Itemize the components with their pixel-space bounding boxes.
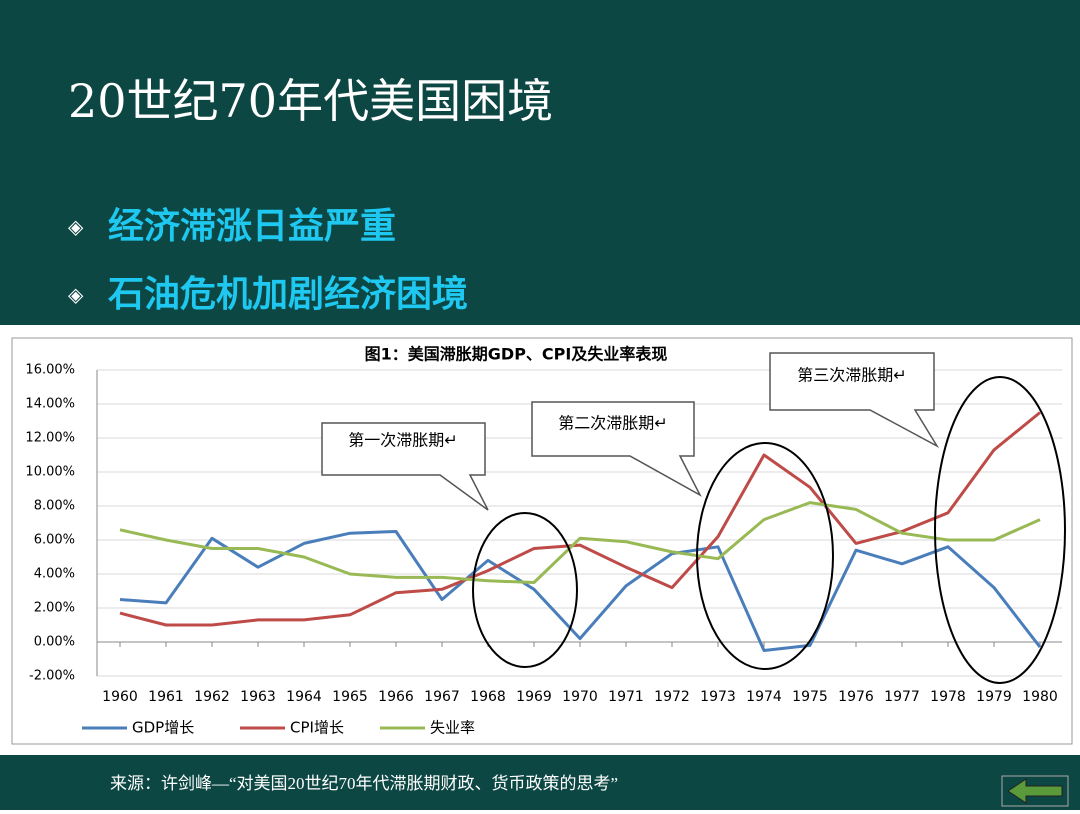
ellipses (472, 376, 1066, 684)
source: 来源：许剑峰—“对美国20世纪70年代滞胀期财政、货币政策的思考” (110, 774, 618, 793)
x-tick-label: 1968 (470, 689, 506, 705)
x-tick-label: 1966 (378, 689, 414, 705)
x-tick-label: 1964 (286, 689, 322, 705)
highlight-ellipse (696, 442, 834, 670)
y-tick-label: 2.00% (34, 601, 75, 616)
annotation: 第二次滞胀期↵ (558, 414, 667, 433)
chart-frame (11, 337, 1073, 745)
x-tick-label: 1972 (654, 689, 690, 705)
chart-title: 图1：美国滞胀期GDP、CPI及失业率表现 (365, 345, 668, 364)
legend-label: 失业率 (430, 719, 475, 737)
series-line (119, 530, 1042, 652)
back-button[interactable] (1001, 775, 1069, 807)
x-tick-label: 1970 (562, 689, 598, 705)
y-tick-label: 12.00% (25, 431, 75, 446)
annotation: 第三次滞胀期↵ (797, 366, 906, 385)
bullet-icon: ◈ (68, 283, 84, 307)
callout-box (531, 401, 702, 497)
y-tick-label: -2.00% (29, 669, 75, 684)
x-tick-label: 1976 (838, 689, 874, 705)
y-tick-label: 14.00% (25, 397, 75, 412)
y-tick-label: 0.00% (34, 635, 75, 650)
slide-title: 20世纪70年代美国困境 (68, 74, 553, 128)
x-tick-label: 1977 (884, 689, 920, 705)
x-tick-label: 1969 (516, 689, 552, 705)
x-tick-label: 1974 (746, 689, 782, 705)
x-tick-label: 1973 (700, 689, 736, 705)
x-tick-label: 1962 (194, 689, 230, 705)
x-tick-label: 1979 (976, 689, 1012, 705)
x-tick-label: 1980 (1022, 689, 1058, 705)
x-tick-label: 1975 (792, 689, 828, 705)
highlight-ellipse (472, 512, 578, 668)
callout-box (321, 422, 489, 511)
x-tick-label: 1961 (148, 689, 184, 705)
x-tick-label: 1967 (424, 689, 460, 705)
x-tick-label: 1978 (930, 689, 966, 705)
x-tick-label: 1965 (332, 689, 368, 705)
y-tick-label: 4.00% (34, 567, 75, 582)
plot: -2.00% 0.00% 2.00% 4.00% 6.00% 8.00% 10.00% 12.… (25, 363, 1062, 737)
bullet-icon: ◈ (68, 215, 84, 239)
y-tick-label: 8.00% (34, 499, 75, 514)
x-tick-label: 1960 (102, 689, 138, 705)
bullet: 经济滞涨日益严重 (108, 206, 396, 247)
legend-label: GDP增长 (132, 719, 194, 737)
x-tick-label: 1963 (240, 689, 276, 705)
x-tick-label: 1971 (608, 689, 644, 705)
y-tick-label: 16.00% (25, 363, 75, 378)
callout-box (769, 352, 940, 448)
series-line (119, 411, 1041, 627)
annotation: 第一次滞胀期↵ (348, 431, 457, 450)
series-line (119, 501, 1041, 584)
back-arrow[interactable] (1007, 778, 1063, 804)
highlight-ellipse (934, 376, 1066, 684)
legend-label: CPI增长 (290, 719, 344, 737)
y-tick-label: 10.00% (25, 465, 75, 480)
bullet: 石油危机加剧经济困境 (108, 274, 468, 315)
y-tick-label: 6.00% (34, 533, 75, 548)
